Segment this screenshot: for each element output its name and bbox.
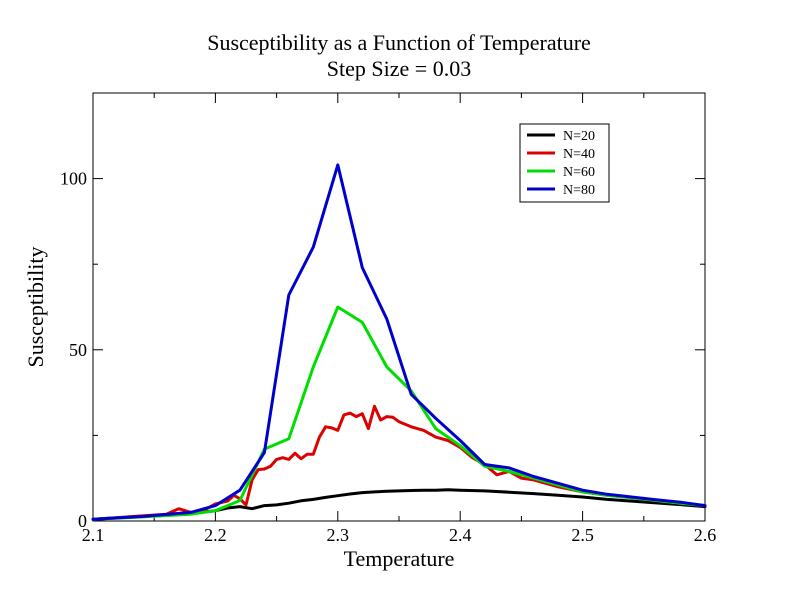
- x-tick-label: 2.6: [694, 525, 717, 545]
- series-line-n-80: [91, 163, 707, 521]
- chart-subtitle: Step Size = 0.03: [327, 56, 471, 81]
- series-line-n-20: [91, 488, 707, 521]
- y-tick-label: 0: [78, 511, 87, 531]
- x-axis-label: Temperature: [344, 546, 455, 571]
- legend-label: N=40: [563, 147, 595, 162]
- series-layer: [91, 163, 707, 521]
- x-tick-label: 2.3: [327, 525, 350, 545]
- y-axis-label: Susceptibility: [23, 247, 48, 368]
- chart-title: Susceptibility as a Function of Temperat…: [207, 30, 591, 55]
- y-tick-label: 100: [60, 169, 87, 189]
- legend-label: N=20: [563, 129, 595, 144]
- plot-frame: [92, 92, 706, 522]
- x-tick-label: 2.5: [571, 525, 594, 545]
- legend: N=20 N=40 N=60 N=80: [519, 123, 610, 203]
- y-tick-label: 50: [69, 340, 87, 360]
- series-line-n-60: [91, 305, 707, 521]
- legend-label: N=60: [563, 165, 595, 180]
- x-tick-label: 2.4: [449, 525, 472, 545]
- x-tick-label: 2.2: [204, 525, 227, 545]
- series-line-n-40: [91, 404, 707, 521]
- x-tick-label: 2.1: [82, 525, 105, 545]
- legend-label: N=80: [563, 183, 595, 198]
- axis-ticks: 2.1 2.2 2.3 2.4 2.5 2.6 0 50 100: [60, 93, 716, 545]
